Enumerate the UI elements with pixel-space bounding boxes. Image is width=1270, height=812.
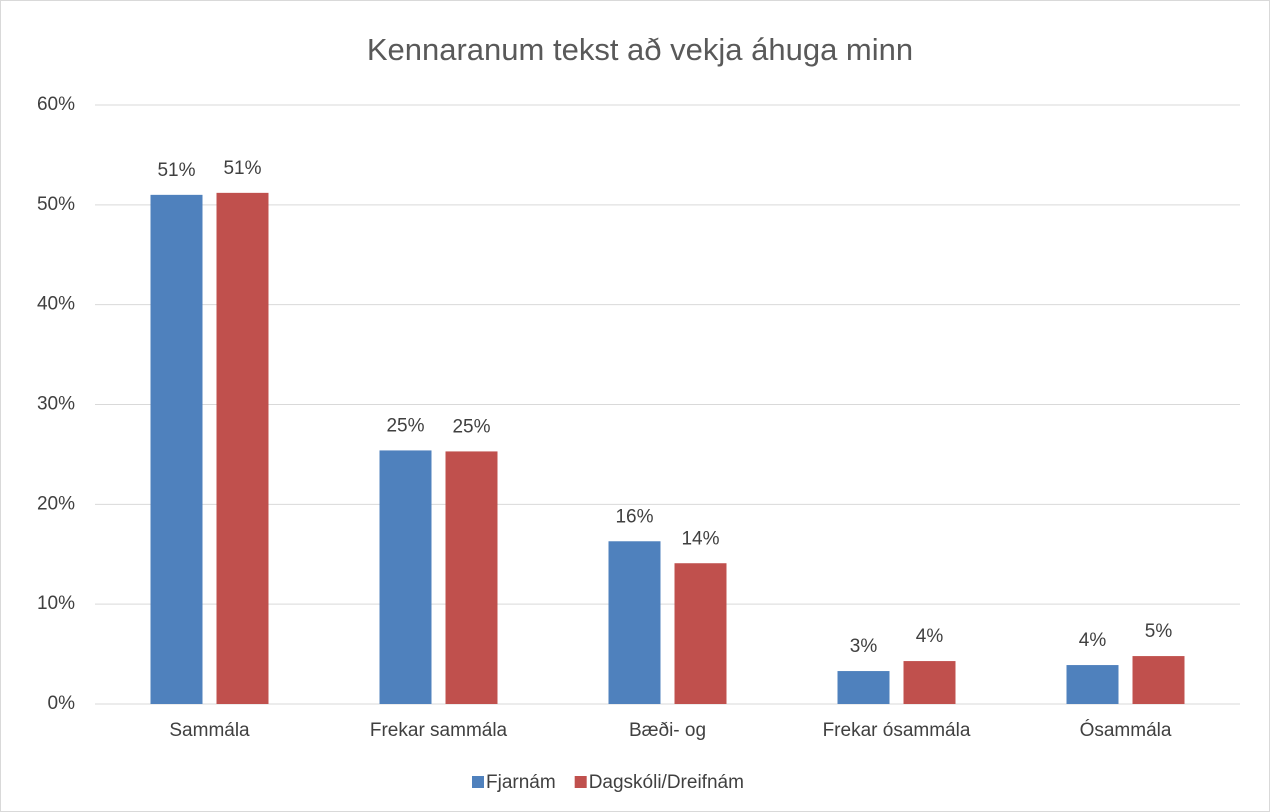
y-tick-label: 30% xyxy=(37,394,75,415)
legend-swatch xyxy=(574,776,587,788)
data-label: 4% xyxy=(1079,630,1107,651)
chart-title: Kennaranum tekst að vekja áhuga minn xyxy=(367,32,913,67)
y-tick-label: 20% xyxy=(37,493,75,514)
bar xyxy=(379,450,432,704)
bar xyxy=(674,563,727,704)
data-label: 16% xyxy=(615,506,653,527)
bar xyxy=(150,194,203,704)
bar xyxy=(1066,665,1119,704)
bar xyxy=(837,671,890,704)
x-tick-label: Frekar sammála xyxy=(370,720,508,741)
x-tick-label: Sammála xyxy=(169,720,250,741)
y-tick-label: 0% xyxy=(48,693,76,714)
bar xyxy=(216,192,269,704)
legend-label: Fjarnám xyxy=(486,772,556,793)
legend-label: Dagskóli/Dreifnám xyxy=(589,772,744,793)
data-label: 51% xyxy=(157,160,195,181)
data-label: 3% xyxy=(850,636,878,657)
bar xyxy=(903,661,956,704)
y-tick-label: 40% xyxy=(37,294,75,315)
y-tick-label: 50% xyxy=(37,194,75,215)
y-tick-label: 60% xyxy=(37,94,75,115)
data-label: 51% xyxy=(223,158,261,179)
legend-swatch xyxy=(472,776,484,788)
bar xyxy=(608,541,661,704)
bar xyxy=(445,451,498,704)
data-label: 5% xyxy=(1145,621,1173,642)
x-tick-label: Bæði- og xyxy=(629,720,706,741)
data-label: 25% xyxy=(452,416,490,437)
x-tick-label: Frekar ósammála xyxy=(823,720,971,741)
x-tick-label: Ósammála xyxy=(1080,719,1172,741)
data-label: 25% xyxy=(386,415,424,436)
y-tick-label: 10% xyxy=(37,593,75,614)
data-label: 14% xyxy=(681,528,719,549)
bar xyxy=(1132,656,1185,704)
data-label: 4% xyxy=(916,626,944,647)
